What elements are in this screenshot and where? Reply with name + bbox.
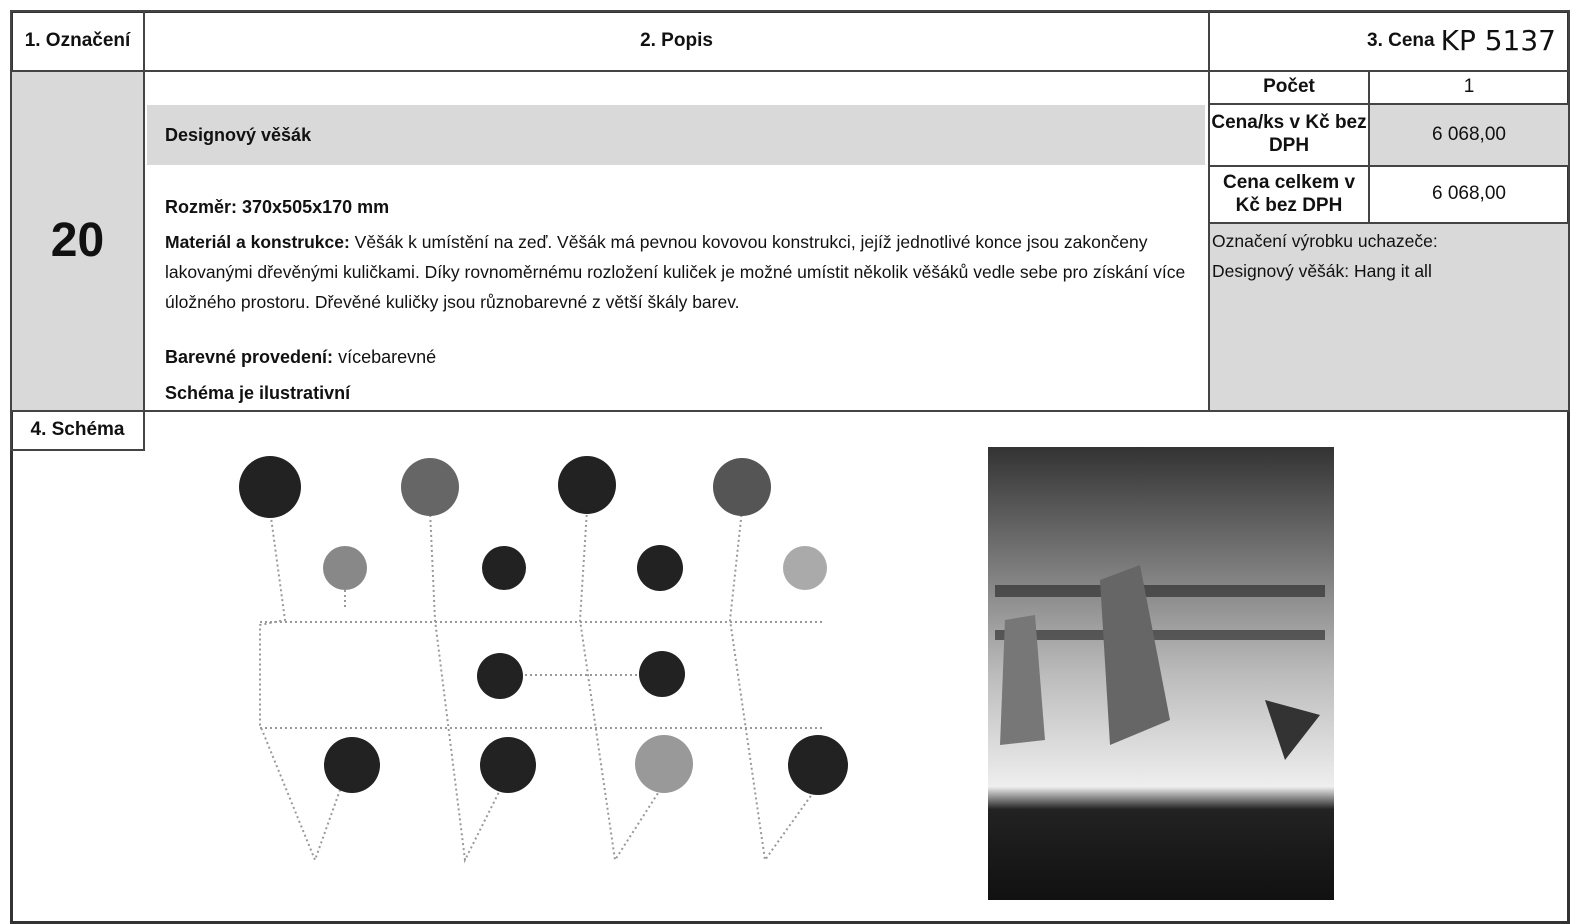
item-note: Schéma je ilustrativní <box>165 383 351 403</box>
hanger-frame <box>259 509 825 864</box>
material-text: Věšák k umístění na zeď. Věšák má pevnou… <box>165 232 1186 312</box>
item-number: 20 <box>10 70 145 412</box>
item-material: Materiál a konstrukce: Věšák k umístění … <box>165 227 1200 317</box>
name-band <box>147 105 1205 165</box>
price-row-value: 6 068,00 <box>1368 103 1570 167</box>
handwritten-note: KP 5137 <box>1440 24 1556 58</box>
bidder-cell <box>1208 222 1570 412</box>
material-label: Materiál a konstrukce: <box>165 232 350 252</box>
color-label: Barevné provedení: <box>165 347 334 367</box>
bidder: Označení výrobku uchazeče: Designový věšá… <box>1212 226 1562 286</box>
item-color: Barevné provedení: vícebarevné <box>165 342 436 372</box>
price-title: 3. Cena <box>1367 29 1435 51</box>
hanger-balls <box>239 456 848 795</box>
color-text: vícebarevné <box>338 347 437 367</box>
bidder-label: Označení výrobku uchazeče: <box>1212 231 1438 251</box>
bidder-value: Designový věšák: Hang it all <box>1212 261 1432 281</box>
item-size: Rozměr: 370x505x170 mm <box>165 197 390 217</box>
price-header: 3. Cena KP 5137 <box>1208 10 1570 72</box>
item-name: Designový věšák <box>165 125 312 145</box>
schema-label: 4. Schéma <box>10 410 145 451</box>
photo-hangers <box>995 565 1325 760</box>
